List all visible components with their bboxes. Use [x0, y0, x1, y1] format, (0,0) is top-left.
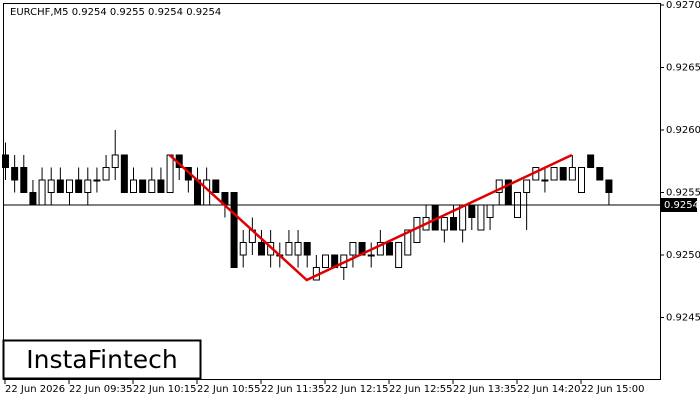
candle-body — [258, 242, 265, 256]
candle-body — [93, 179, 101, 182]
x-tick-label: 22 Jun 10:55 — [197, 384, 261, 395]
logo-box — [2, 339, 202, 380]
x-tick-label: 22 Jun 09:35 — [69, 384, 133, 395]
candle-body — [111, 154, 119, 168]
candle-body — [477, 204, 485, 231]
candle-body — [212, 179, 220, 193]
candle-body — [11, 167, 19, 181]
candle-body — [541, 179, 549, 182]
candle-body — [303, 242, 311, 256]
candle-body — [596, 167, 604, 181]
candle-body — [495, 179, 503, 193]
candle-body — [56, 179, 64, 193]
candle-body — [120, 154, 128, 193]
candle-body — [75, 179, 83, 193]
candle-body — [84, 179, 92, 193]
candle-body — [450, 217, 457, 231]
candle-body — [550, 167, 558, 181]
y-tick-label: 0.9270 — [666, 0, 700, 11]
current-price-label: 0.9254 — [664, 200, 699, 211]
candle-body — [29, 192, 37, 206]
x-tick-label: 22 Jun 15:00 — [581, 384, 645, 395]
x-tick-label: 22 Jun 14:20 — [517, 384, 581, 395]
candle-body — [139, 179, 147, 193]
pattern-line — [168, 153, 573, 282]
candle-body — [578, 167, 585, 193]
x-tick-label: 22 Jun 12:15 — [325, 384, 389, 395]
candle-body — [157, 179, 165, 193]
candle-body — [102, 167, 110, 181]
candle-body — [322, 254, 329, 268]
candle-body — [294, 242, 302, 256]
x-tick-label: 22 Jun 12:55 — [389, 384, 453, 395]
candle-body — [486, 204, 494, 218]
x-tick-label: 22 Jun 11:35 — [261, 384, 325, 395]
candle-body — [239, 242, 247, 256]
candle-body — [38, 179, 46, 206]
candle-body — [2, 154, 9, 168]
candle-body — [230, 192, 238, 268]
y-tick-label: 0.9255 — [666, 188, 700, 199]
candle-body — [587, 154, 595, 168]
y-tick-label: 0.9250 — [666, 250, 700, 261]
candle-body — [559, 167, 567, 181]
logo: InstaFintech — [26, 345, 178, 374]
candle-body — [376, 242, 384, 256]
candle-body — [285, 242, 293, 256]
plot-frame — [3, 3, 661, 380]
y-tick-label: 0.9260 — [666, 125, 700, 136]
candle-body — [395, 242, 403, 268]
candle-body — [203, 179, 211, 206]
x-tick-label: 22 Jun 2026 — [5, 384, 65, 395]
candle-body — [148, 179, 156, 193]
candle-body — [66, 179, 73, 193]
candle-body — [166, 154, 174, 193]
candle-body — [20, 167, 28, 193]
candle-body — [568, 167, 576, 181]
candle-body — [468, 204, 476, 218]
candle-body — [386, 242, 393, 256]
y-tick-label: 0.9245 — [666, 313, 700, 324]
candle-body — [523, 179, 531, 193]
candle-body — [404, 229, 412, 256]
price-label-box — [661, 198, 697, 212]
x-tick-label: 22 Jun 13:35 — [453, 384, 517, 395]
candle-body — [130, 179, 137, 193]
candle-body — [47, 179, 55, 193]
x-tick-label: 22 Jun 10:15 — [133, 384, 197, 395]
chart-header: EURCHF,M5 0.9254 0.9255 0.9254 0.9254 — [10, 7, 221, 18]
y-tick-label: 0.9265 — [666, 63, 700, 74]
candle-body — [605, 179, 613, 193]
candle-body — [349, 242, 357, 256]
candle-body — [367, 254, 375, 257]
candle-body — [440, 217, 448, 231]
